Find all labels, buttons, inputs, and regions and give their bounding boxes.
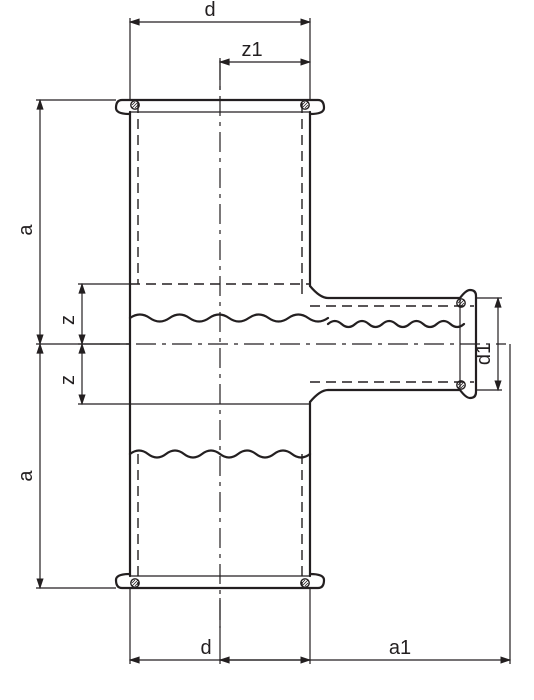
- svg-text:a: a: [15, 470, 37, 482]
- technical-drawing: d z1 d a1 a a z z d1: [0, 0, 534, 700]
- svg-text:z: z: [57, 315, 79, 325]
- svg-text:a1: a1: [389, 637, 411, 659]
- svg-text:d: d: [204, 0, 215, 21]
- svg-text:a: a: [15, 224, 37, 236]
- svg-text:d1: d1: [473, 343, 495, 365]
- svg-text:d: d: [200, 637, 211, 659]
- svg-text:z1: z1: [241, 39, 262, 61]
- svg-text:z: z: [57, 375, 79, 385]
